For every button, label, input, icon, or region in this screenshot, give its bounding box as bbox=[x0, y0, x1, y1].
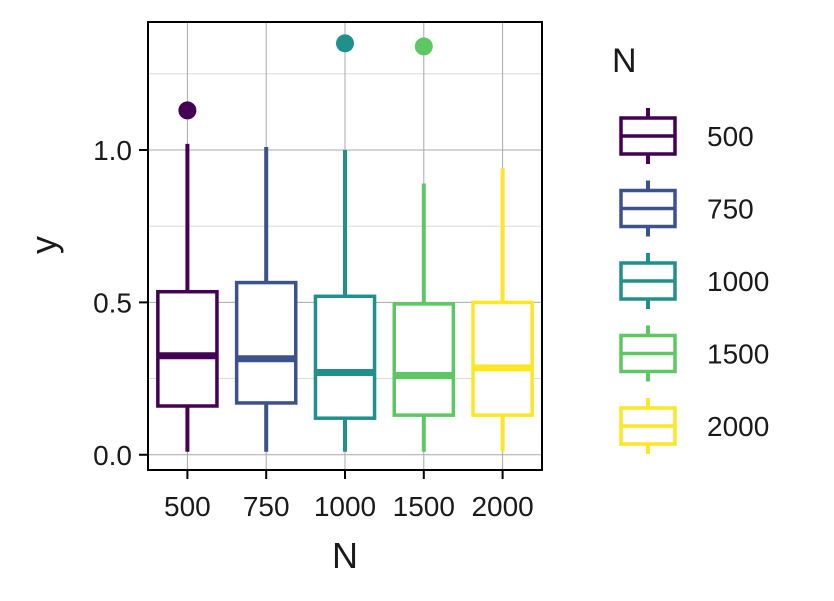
boxes bbox=[156, 34, 534, 452]
box-750 bbox=[234, 146, 298, 452]
y-tick-label: 1.0 bbox=[93, 135, 132, 166]
x-tick-label: 500 bbox=[164, 491, 211, 522]
outlier-point bbox=[178, 101, 197, 120]
legend-label: 1500 bbox=[707, 339, 769, 370]
legend-title: N bbox=[612, 42, 637, 80]
box-iqr bbox=[471, 300, 534, 417]
x-tick-label: 750 bbox=[243, 491, 290, 522]
legend: 500 750 1000 1500 2000 bbox=[619, 108, 769, 454]
legend-label: 2000 bbox=[707, 411, 769, 442]
x-tick-label: 1500 bbox=[393, 491, 455, 522]
box-iqr bbox=[392, 302, 456, 417]
y-axis-title: y bbox=[23, 236, 64, 254]
legend-item-1000: 1000 bbox=[619, 253, 769, 309]
box-iqr bbox=[234, 280, 298, 405]
legend-item-500: 500 bbox=[619, 108, 754, 164]
legend-label: 1000 bbox=[707, 266, 769, 297]
x-tick-label: 2000 bbox=[471, 491, 533, 522]
outlier-point bbox=[336, 34, 354, 53]
outlier-point bbox=[414, 37, 433, 56]
box-1000 bbox=[313, 34, 377, 452]
legend-item-2000: 2000 bbox=[619, 398, 769, 454]
x-axis-ticks: 500 750 1000 1500 2000 bbox=[164, 470, 534, 522]
box-iqr bbox=[313, 294, 377, 420]
x-axis-title: N bbox=[332, 535, 358, 576]
y-axis-ticks: 0.0 0.5 1.0 bbox=[93, 135, 148, 471]
box-1500 bbox=[392, 37, 456, 452]
box-2000 bbox=[471, 168, 534, 452]
y-tick-label: 0.5 bbox=[93, 287, 132, 318]
legend-label: 750 bbox=[707, 194, 754, 225]
y-tick-label: 0.0 bbox=[93, 440, 132, 471]
legend-item-750: 750 bbox=[619, 180, 754, 237]
x-tick-label: 1000 bbox=[314, 491, 376, 522]
box-iqr bbox=[156, 289, 219, 408]
box-500 bbox=[156, 101, 219, 452]
legend-label: 500 bbox=[707, 121, 754, 152]
legend-item-1500: 1500 bbox=[619, 325, 769, 382]
